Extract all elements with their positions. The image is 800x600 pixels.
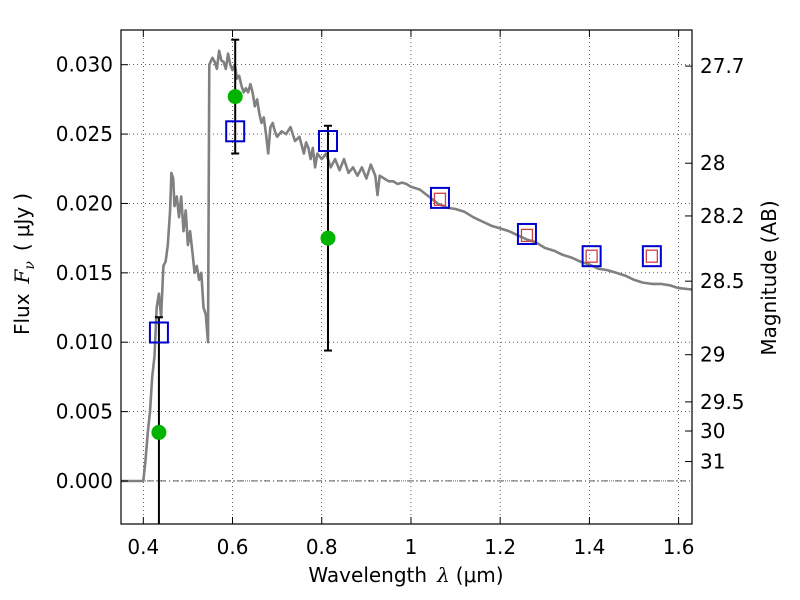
y2-tick-label-2: 28.2 [700, 204, 745, 228]
x-tick-label-3: 1 [405, 535, 418, 559]
x-tick-label-2: 0.8 [306, 535, 338, 559]
y-axis-title-symbol: F [10, 268, 34, 284]
observed-point-1 [227, 89, 243, 105]
ticks-layer: 0.4 0.6 0.8 1 1.2 1.4 1.6 0.000 0.005 0.010 0.015 0… [56, 30, 745, 559]
observed-point-0 [151, 424, 167, 440]
model-square-0 [148, 321, 169, 344]
y-axis-title-subscript: ν [22, 261, 38, 270]
y-tick-label-3: 0.015 [56, 261, 113, 285]
model-square-3 [429, 186, 450, 209]
model-small-square-0 [433, 192, 447, 206]
x-tick-label-1: 0.6 [217, 535, 249, 559]
x-axis-title-symbol: λ [436, 563, 450, 587]
x-tick-label-0: 0.4 [127, 535, 159, 559]
x-axis-title: Wavelength λ (μm) [308, 563, 503, 587]
model-small-square-1 [520, 228, 534, 243]
y-axis-title-text: Flux [10, 293, 34, 335]
y-axis-title-paren-close: ) [10, 193, 34, 201]
x-axis-title-unit: (μm) [456, 563, 504, 587]
grid [121, 30, 692, 524]
y-tick-label-6: 0.030 [56, 53, 113, 77]
y2-tick-label-4: 29 [700, 343, 725, 367]
y2-axis-title: Magnitude (AB) [757, 200, 781, 355]
y-axis-title: Flux Fν ( μJy) [10, 193, 38, 335]
y-tick-label-1: 0.005 [56, 400, 113, 424]
x-tick-label-4: 1.2 [484, 535, 516, 559]
series-layer [121, 49, 693, 483]
observed-point-2 [320, 230, 336, 246]
x-tick-label-6: 1.6 [663, 535, 695, 559]
errorbar-layer [154, 38, 332, 524]
y-tick-label-0: 0.000 [56, 469, 113, 493]
series-line-0 [121, 49, 693, 483]
y2-tick-label-6: 30 [700, 419, 725, 443]
model-square-4 [516, 222, 537, 245]
x-axis-title-text: Wavelength [308, 563, 427, 587]
y2-tick-label-3: 28.5 [700, 269, 745, 293]
y2-tick-label-5: 29.5 [700, 390, 745, 414]
y-axis-title-paren-open: ( [10, 243, 34, 251]
model-square-1 [225, 120, 246, 143]
model-small-square-3 [645, 249, 659, 263]
y2-tick-label-0: 27.7 [700, 54, 745, 78]
y2-tick-label-1: 28 [700, 151, 725, 175]
model-square-5 [581, 245, 602, 268]
y-tick-label-4: 0.020 [56, 191, 113, 215]
marker-layer [148, 89, 662, 440]
model-square-2 [317, 130, 338, 153]
x-tick-label-5: 1.4 [573, 535, 605, 559]
model-small-square-2 [585, 249, 598, 263]
y-tick-label-2: 0.010 [56, 330, 113, 354]
y2-tick-label-7: 31 [700, 450, 725, 474]
plot-frame [120, 29, 693, 525]
y-tick-label-5: 0.025 [56, 122, 113, 146]
y-axis-title-unit: μJy [10, 207, 34, 238]
model-square-6 [641, 245, 662, 268]
